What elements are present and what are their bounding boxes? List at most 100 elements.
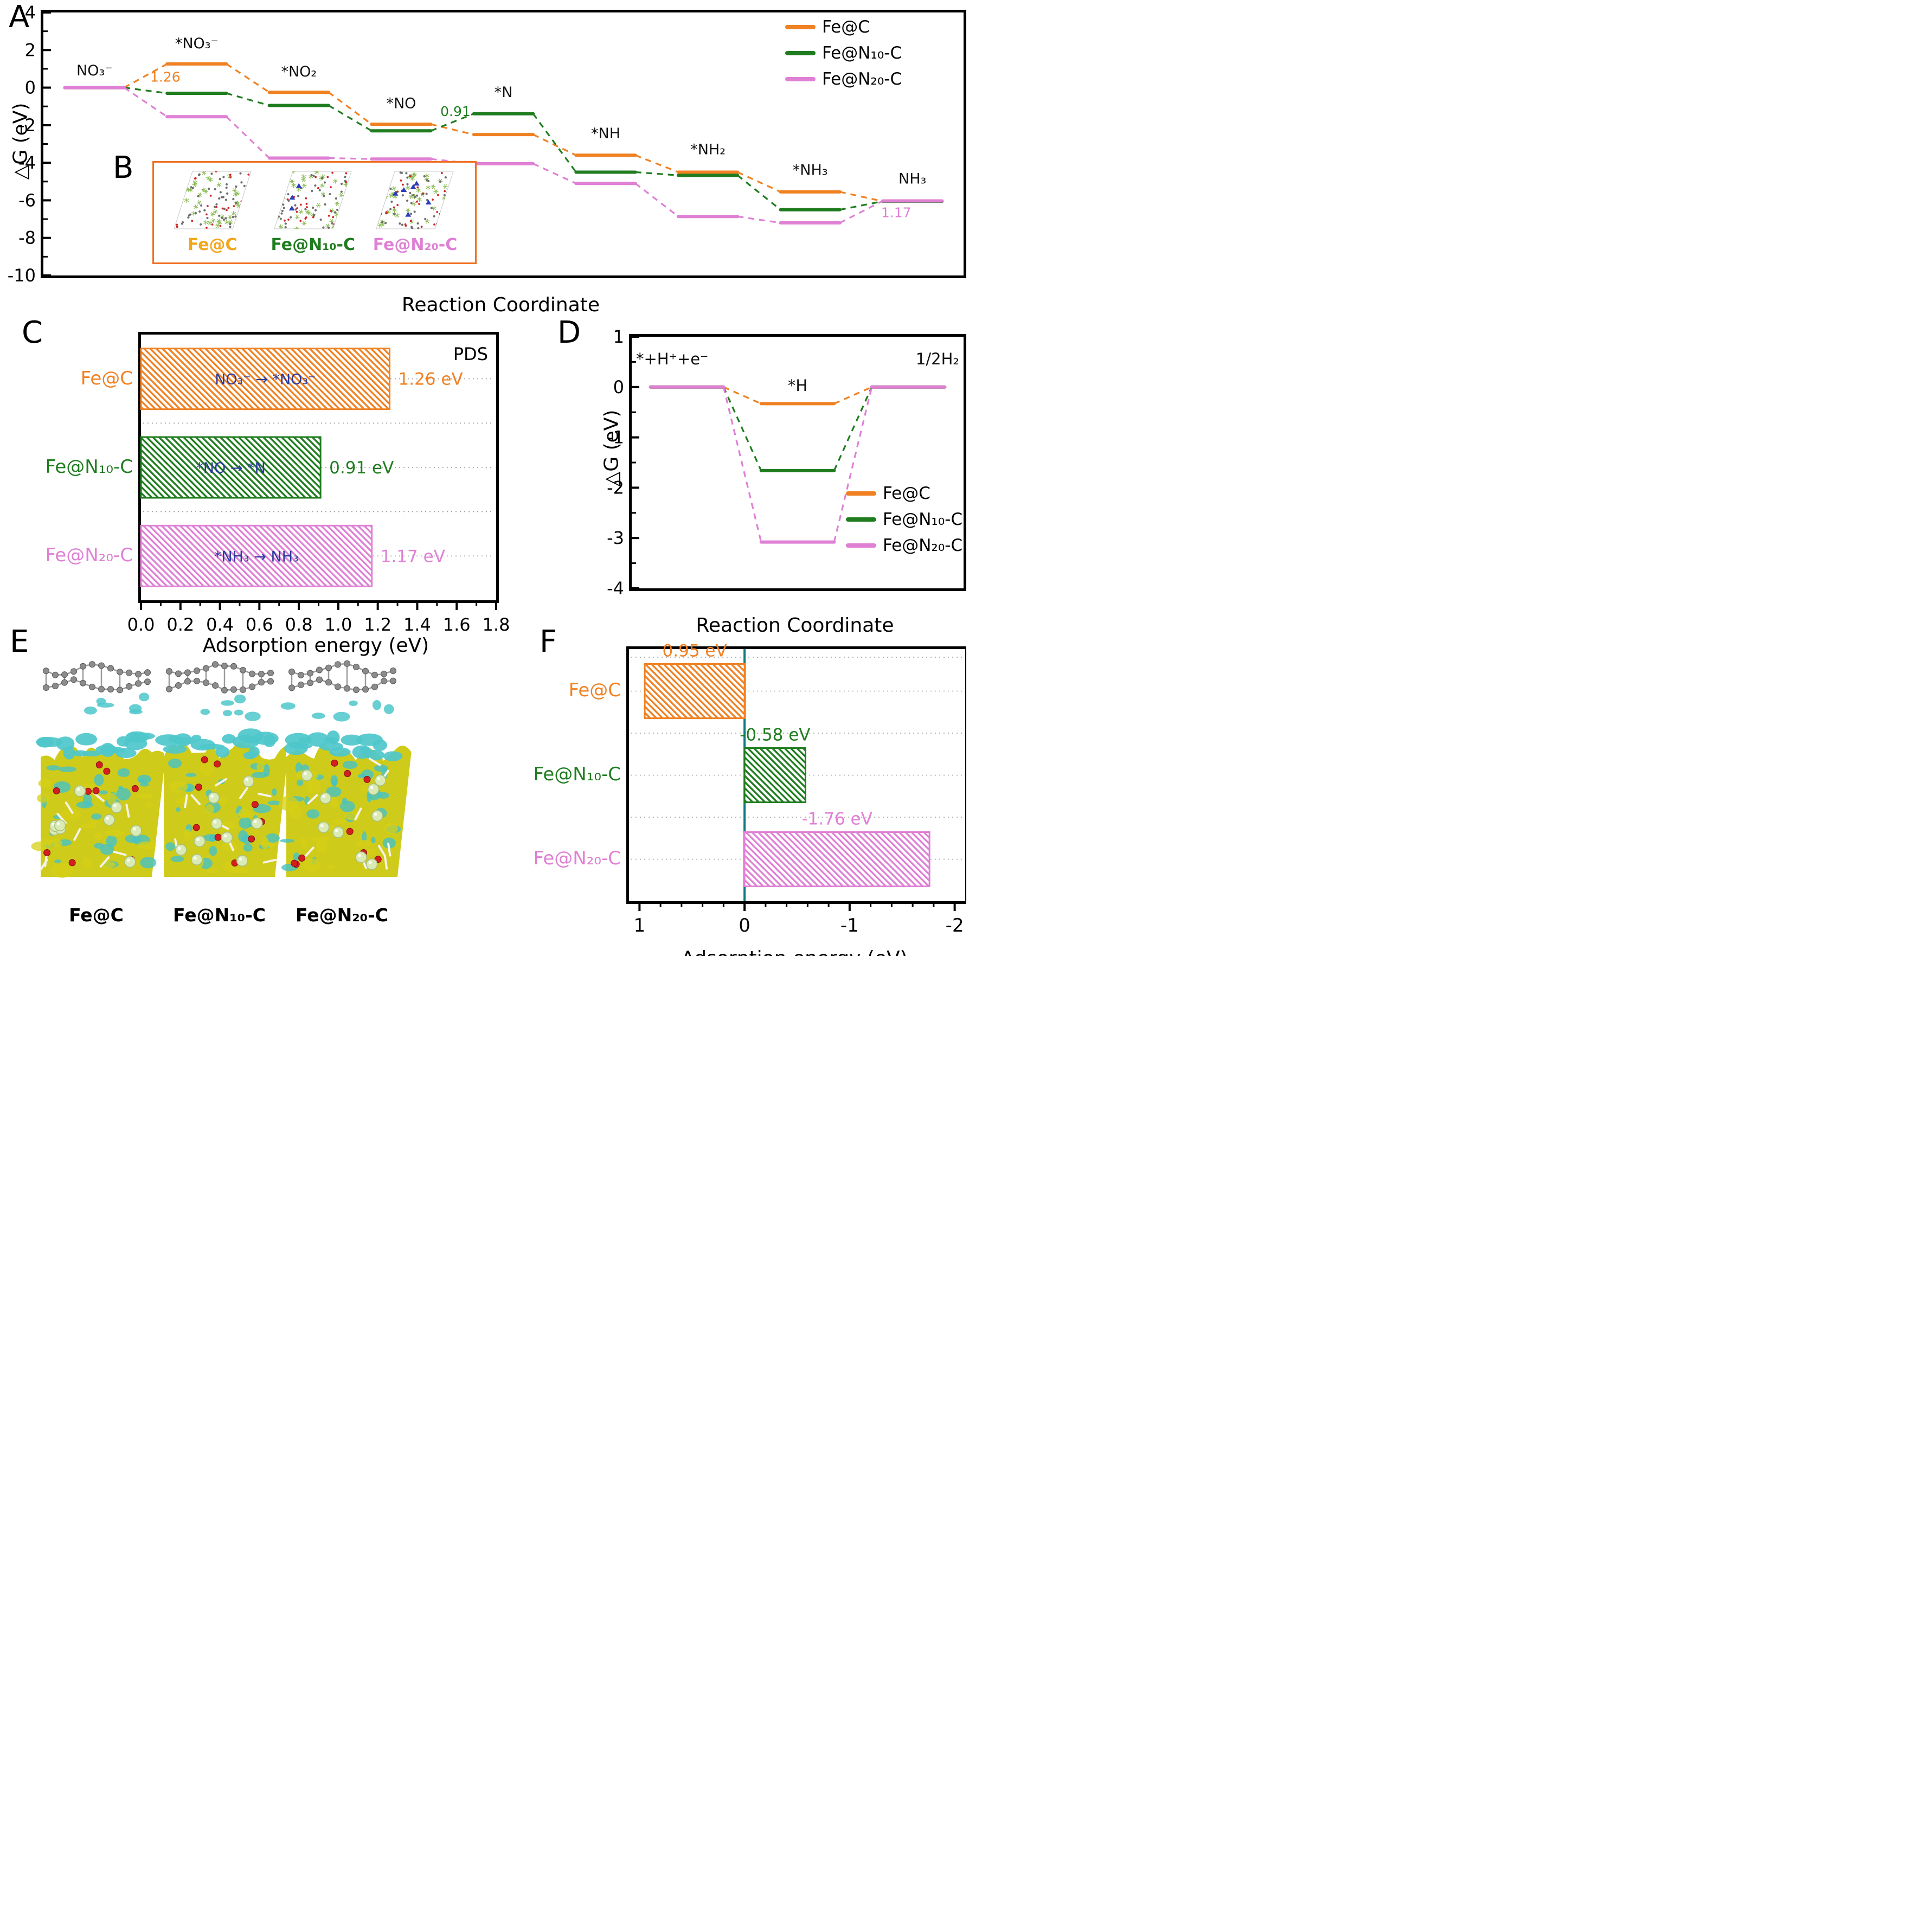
panel-f-bar-chart: 0.95 eV -0.58 eV -1.76 eV 1 0 -1 -2 [626,641,966,936]
svg-text:-8: -8 [18,228,36,248]
svg-text:-3: -3 [607,528,624,548]
svg-text:-1: -1 [607,427,624,448]
charge-density-image-fen10c [155,657,289,877]
panel-c-bar-chart-svg: NO₃⁻ → *NO₃⁻ 1.26 eV *NO → *N 0.91 eV *NH₃ →… [127,348,510,635]
panel-a-energy-diagram-svg: 4 2 0 -2 -4 -6 -8 -10 NO₃⁻ *NO₃⁻ *NO₂ *NO *N *NH *NH₂ *… [8,2,944,286]
legend-swatch-orange [785,25,816,29]
charge-density-image-fec [31,657,166,878]
panel-c-x-axis-label: Adsorption energy (eV) [202,634,429,657]
svg-text:4: 4 [25,2,36,23]
category-label: Fe@N₁₀-C [45,455,133,478]
svg-text:0: 0 [613,377,624,397]
svg-text:*NO → *N: *NO → *N [196,460,265,477]
svg-text:-1: -1 [840,915,859,936]
svg-text:NH₃: NH₃ [898,170,926,187]
svg-text:2: 2 [25,40,36,60]
charge-density-image-fen20c [279,657,412,877]
category-label: Fe@N₂₀-C [533,848,621,870]
svg-text:0.8: 0.8 [285,614,313,635]
crystal-structure-image-fen10c [272,168,354,234]
svg-text:NO₃⁻ → *NO₃⁻: NO₃⁻ → *NO₃⁻ [215,371,316,388]
svg-text:1.2: 1.2 [364,614,391,635]
panel-e-letter: E [10,624,29,659]
charge-density-image-fec-svg [31,661,166,878]
panel-c-letter: C [22,315,43,350]
legend-item: Fe@C [846,480,962,506]
legend-item: Fe@N₂₀-C [846,532,962,559]
panel-b-inset-box: Fe@C Fe@N₁₀-C Fe@N₂₀-C [152,161,477,264]
legend-label: Fe@N₂₀-C [822,69,902,89]
crystal-structure-image-fec [172,168,253,234]
panel-b-letter: B [113,150,134,185]
crystal-structure-svg [376,171,454,229]
svg-text:1.26 eV: 1.26 eV [399,370,463,389]
panel-f-bar-chart-svg: 0.95 eV -0.58 eV -1.76 eV 1 0 -1 -2 [631,641,964,936]
svg-text:0.0: 0.0 [127,614,155,635]
category-label: Fe@N₂₀-C [45,544,133,567]
svg-text:*NH₃ → NH₃: *NH₃ → NH₃ [214,548,299,565]
svg-text:-10: -10 [8,265,36,286]
svg-text:1.17 eV: 1.17 eV [381,547,445,566]
svg-text:-4: -4 [607,578,624,599]
svg-text:*N: *N [495,84,513,101]
svg-text:1: 1 [634,915,646,936]
legend-swatch-green [785,51,816,55]
image-caption: Fe@N₂₀-C [295,904,389,926]
image-caption: Fe@C [69,904,124,926]
legend-item: Fe@N₂₀-C [785,66,902,92]
crystal-structure-svg [274,171,352,229]
svg-text:1: 1 [613,326,624,347]
image-caption: Fe@N₁₀-C [172,904,266,926]
structure-item: Fe@N₁₀-C [271,168,355,254]
legend-swatch-pink [785,77,816,81]
svg-text:*NO₂: *NO₂ [281,63,317,80]
svg-text:0.4: 0.4 [206,614,234,635]
svg-text:-2: -2 [18,115,36,136]
svg-text:-1.76 eV: -1.76 eV [801,810,872,829]
svg-text:1.4: 1.4 [403,614,431,635]
legend-label: Fe@C [822,17,870,37]
panel-d-letter: D [557,315,581,350]
structure-label: Fe@N₂₀-C [373,235,458,254]
figure-canvas: A 4 2 0 -2 -4 -6 -8 -10 NO₃⁻ *NO₃⁻ *NO₂ *NO *N *NH *NH… [0,0,966,956]
structure-item: Fe@N₂₀-C [373,168,457,254]
svg-text:-6: -6 [18,190,36,210]
svg-text:1.8: 1.8 [483,614,510,635]
svg-text:0.91: 0.91 [440,104,471,119]
svg-text:1.17: 1.17 [881,205,912,221]
svg-text:1.0: 1.0 [324,614,352,635]
svg-text:0.2: 0.2 [166,614,194,635]
structure-label: Fe@N₁₀-C [271,235,355,254]
panel-a-x-axis-label: Reaction Coordinate [401,294,600,316]
svg-text:NO₃⁻: NO₃⁻ [76,62,113,79]
svg-text:*NO₃⁻: *NO₃⁻ [175,35,219,52]
svg-text:-2: -2 [607,477,624,498]
panel-a-legend: Fe@C Fe@N₁₀-C Fe@N₂₀-C [785,14,902,92]
structure-item: Fe@C [172,168,253,254]
legend-item: Fe@N₁₀-C [785,40,902,66]
svg-text:*+H⁺+e⁻: *+H⁺+e⁻ [636,350,708,368]
svg-text:0: 0 [25,78,36,98]
svg-text:-2: -2 [946,915,964,936]
charge-density-image-fen10c-svg [155,661,289,877]
charge-density-image-fen20c-svg [279,660,412,877]
legend-label: Fe@N₂₀-C [883,536,963,555]
legend-item: Fe@C [785,14,902,40]
panel-d-y-axis-label: △G (eV) [600,409,623,487]
legend-label: Fe@N₁₀-C [883,510,963,529]
panel-d-legend: Fe@C Fe@N₁₀-C Fe@N₂₀-C [846,480,962,559]
svg-text:*NH₂: *NH₂ [690,142,726,158]
category-label: Fe@C [568,679,621,702]
svg-text:0.91 eV: 0.91 eV [329,458,394,478]
svg-text:-0.58 eV: -0.58 eV [740,726,810,745]
svg-text:1.6: 1.6 [443,614,471,635]
svg-text:0: 0 [739,915,750,936]
pds-tag: PDS [453,344,488,364]
panel-f-x-axis-label: Adsorption energy (eV) [626,947,962,956]
panel-d-energy-diagram-svg: 1 0 -1 -2 -3 -4 *+H⁺+e⁻ *H 1/2H₂ [607,326,959,599]
svg-text:0.6: 0.6 [246,614,273,635]
panel-d-x-axis-label: Reaction Coordinate [696,614,894,637]
structure-label: Fe@C [187,235,238,254]
legend-label: Fe@C [883,484,930,503]
svg-text:*NH₃: *NH₃ [793,162,828,179]
